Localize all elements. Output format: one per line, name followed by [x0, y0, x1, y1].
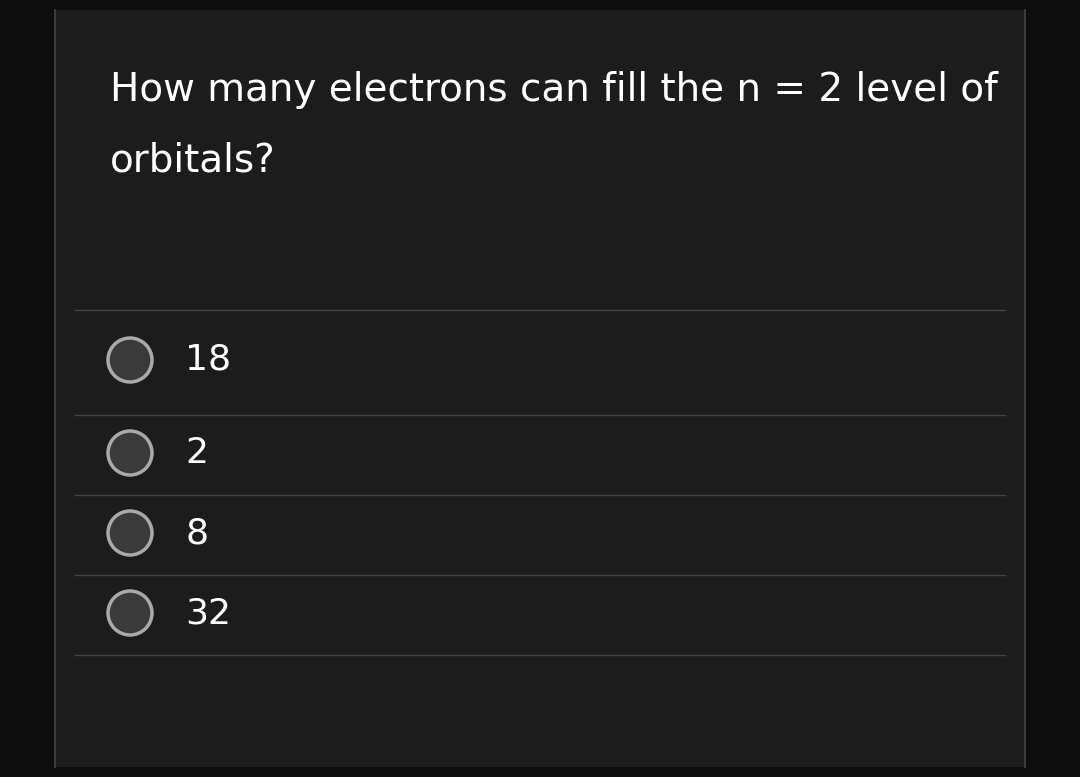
Circle shape	[108, 338, 152, 382]
Text: 18: 18	[185, 343, 231, 377]
Text: 8: 8	[185, 516, 208, 550]
Text: How many electrons can fill the n = 2 level of: How many electrons can fill the n = 2 le…	[110, 71, 998, 109]
Circle shape	[108, 511, 152, 555]
Circle shape	[108, 591, 152, 635]
Text: 2: 2	[185, 436, 208, 470]
Text: 32: 32	[185, 596, 231, 630]
Text: orbitals?: orbitals?	[110, 141, 275, 179]
Bar	[55, 10, 1025, 767]
Circle shape	[108, 431, 152, 475]
